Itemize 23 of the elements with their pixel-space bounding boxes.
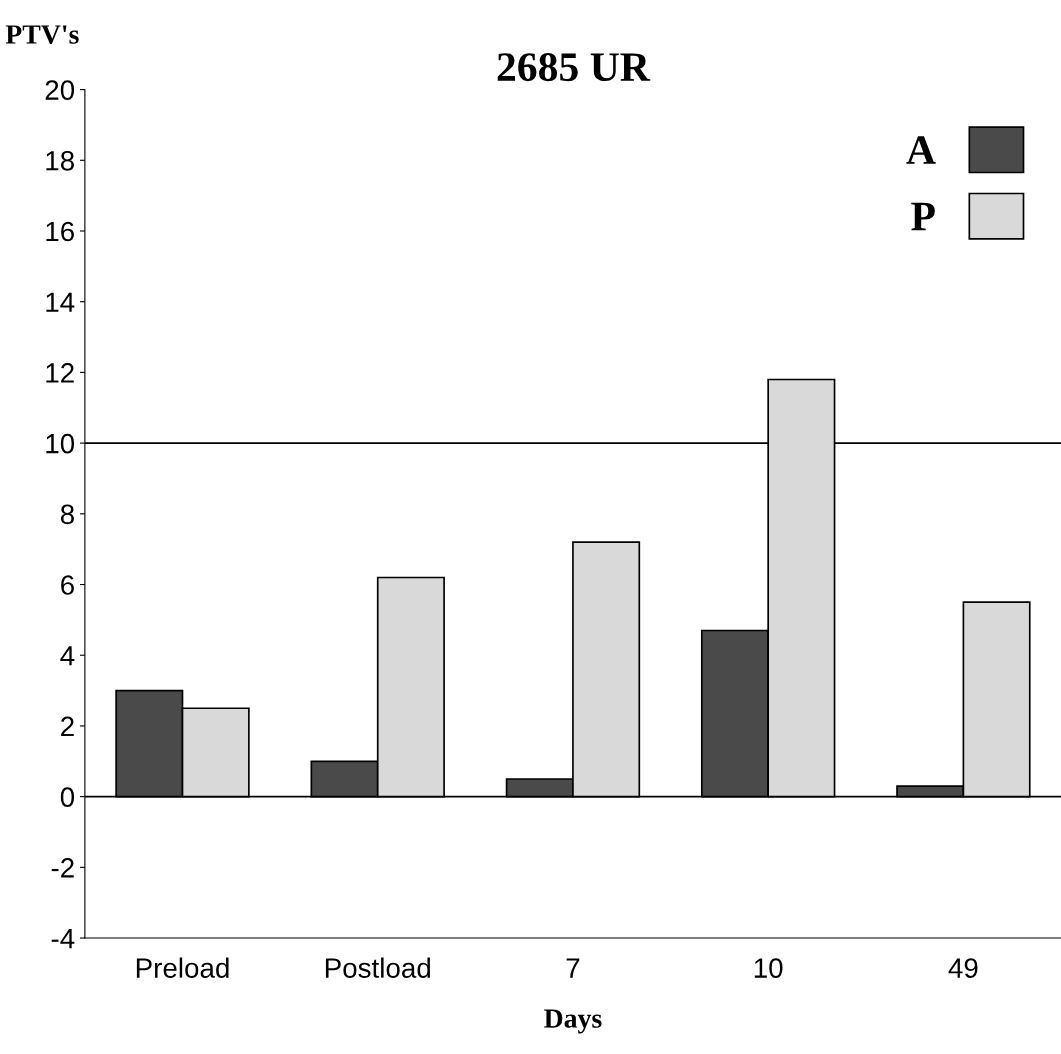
legend-label: A: [906, 136, 936, 164]
y-tick-label: 18: [46, 150, 74, 171]
x-tick-label: 7: [566, 958, 580, 978]
y-axis-title: PTV's: [5, 25, 79, 44]
y-tick-label: 20: [45, 80, 75, 100]
y-tick-label: 8: [60, 504, 74, 525]
legend-label: P: [911, 202, 935, 231]
y-tick-label: 14: [46, 292, 75, 312]
x-tick-label: 10: [754, 958, 783, 978]
x-axis-title: Days: [544, 1009, 602, 1034]
y-tick-label: 2: [61, 716, 74, 737]
x-tick-label: Postload: [325, 957, 430, 978]
y-tick-label: 10: [46, 433, 75, 454]
y-tick-label: -2: [51, 858, 74, 878]
y-tick-label: 4: [60, 646, 75, 666]
y-tick-label: -4: [51, 929, 75, 949]
chart-title: 2685 UR: [497, 53, 651, 82]
y-tick-label: 0: [60, 787, 75, 807]
x-tick-label: 49: [948, 958, 978, 978]
x-tick-label: Preload: [136, 957, 229, 978]
y-tick-label: 16: [46, 221, 74, 242]
y-tick-label: 6: [61, 575, 74, 595]
y-tick-label: 12: [46, 363, 74, 383]
